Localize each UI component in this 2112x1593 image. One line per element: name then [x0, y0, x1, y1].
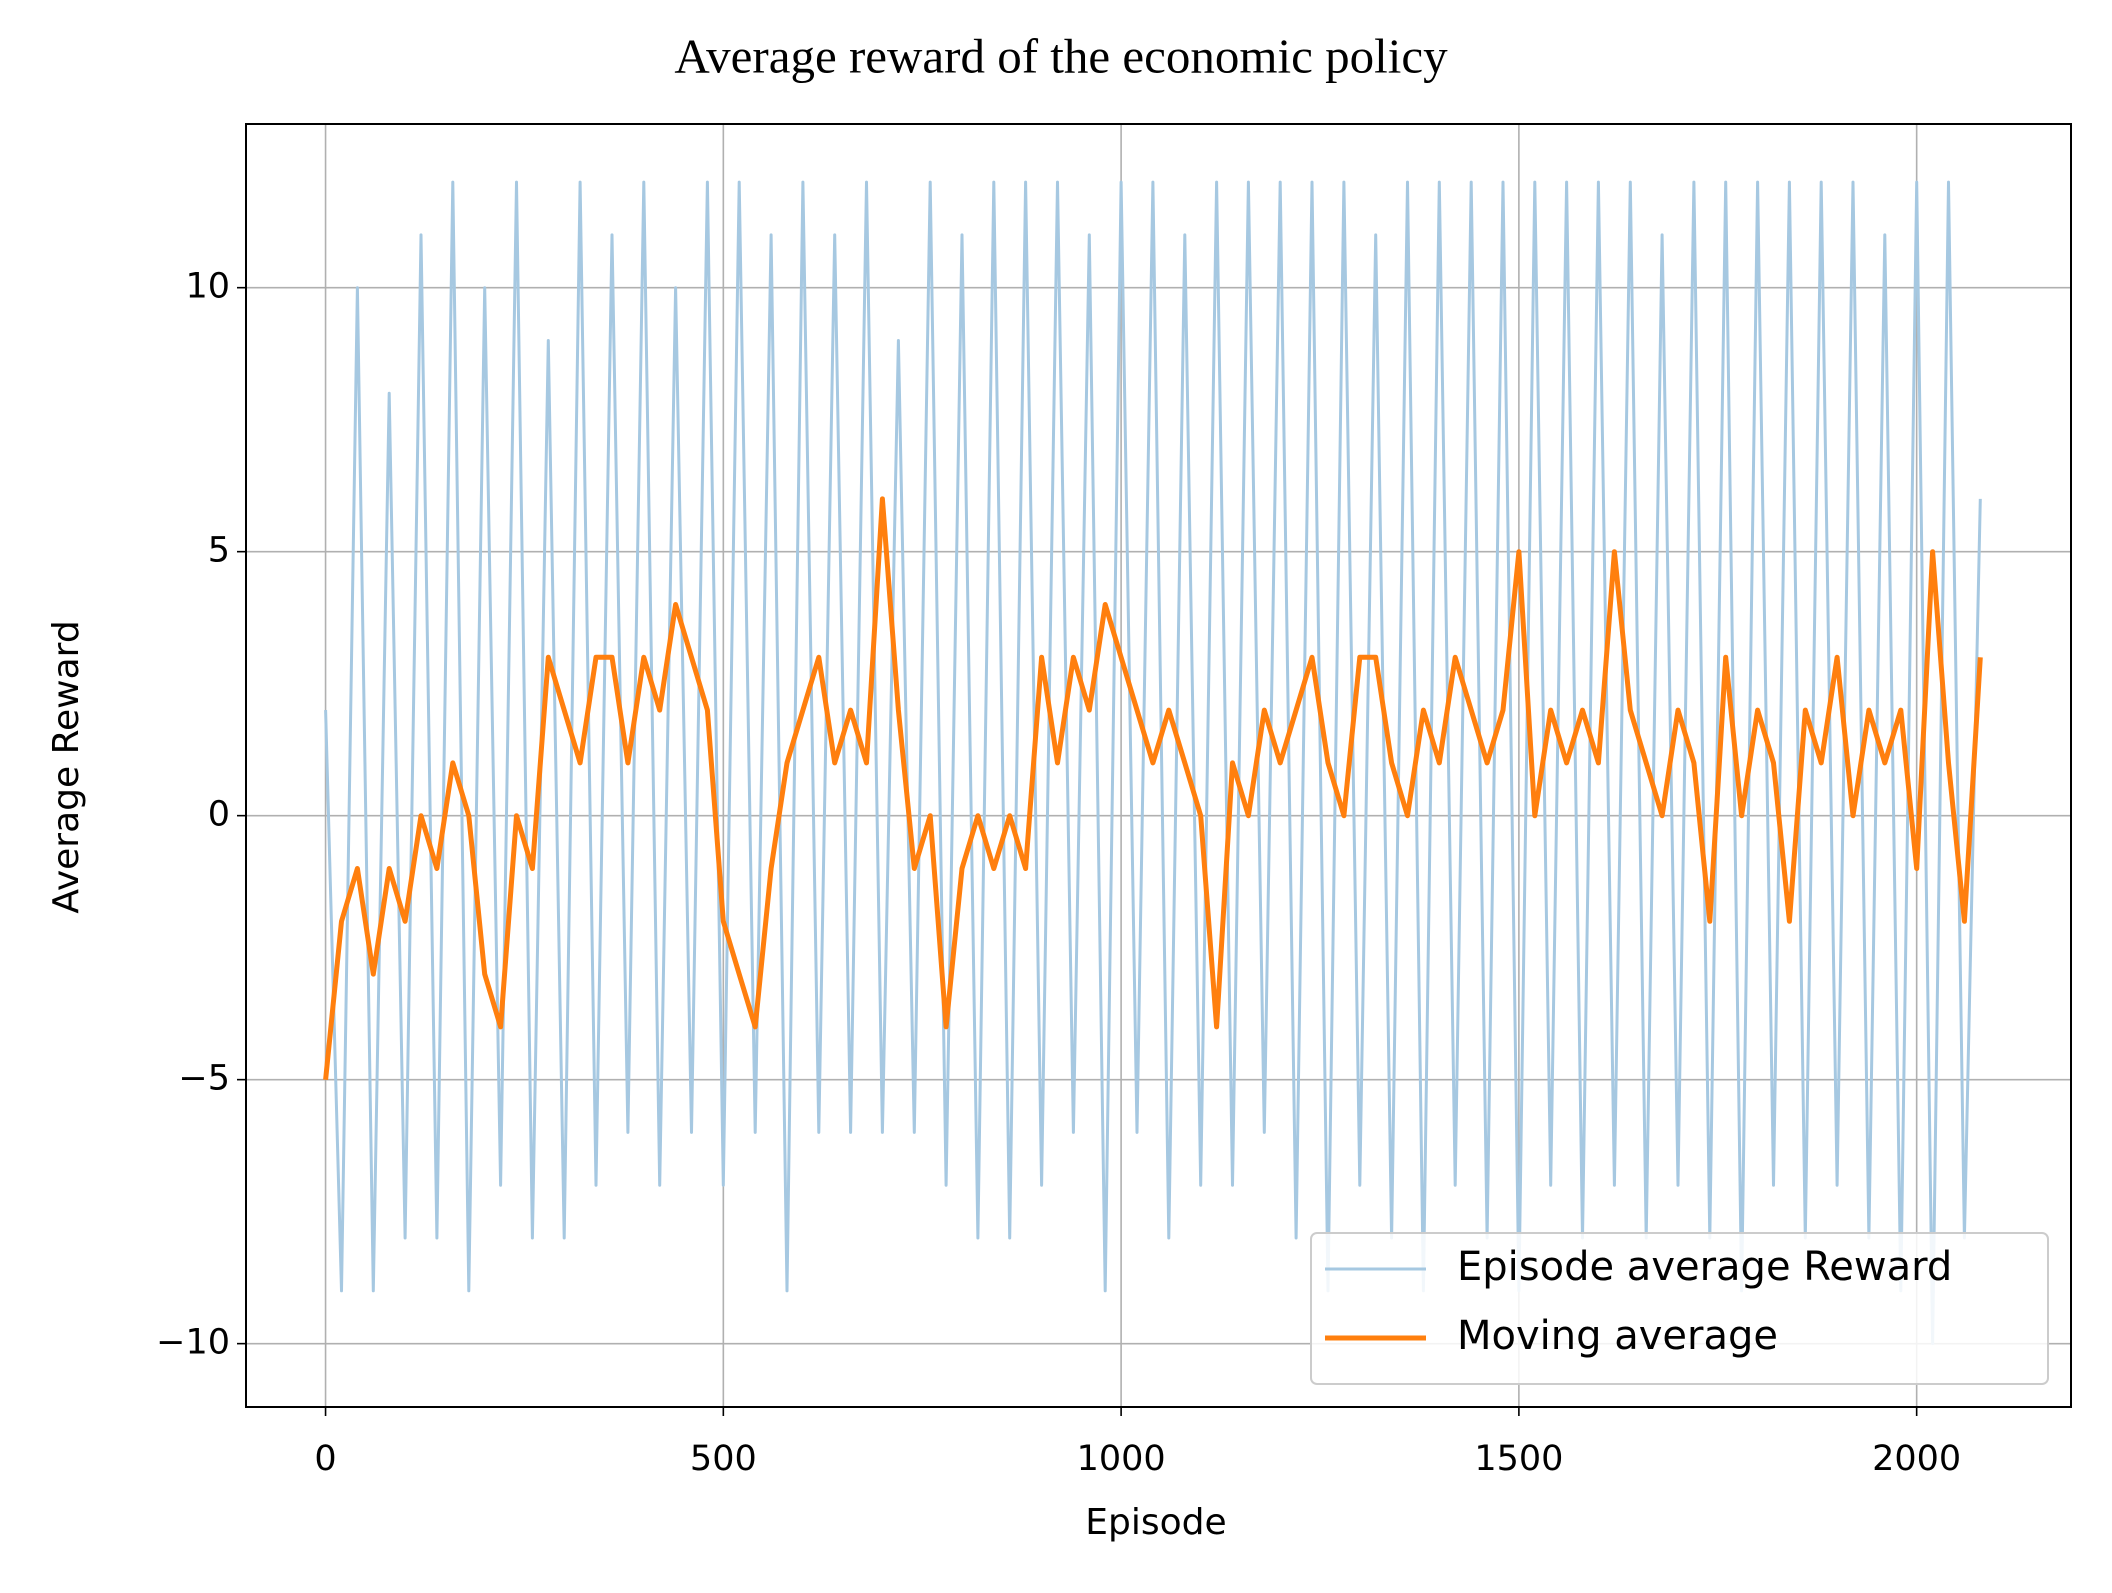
y-tick-label: −5: [178, 1059, 230, 1099]
y-tick-label: 10: [185, 267, 230, 307]
legend-label: Episode average Reward: [1457, 1244, 1952, 1290]
y-axis-label: Average Reward: [46, 620, 87, 913]
x-tick-label: 1500: [1474, 1439, 1563, 1479]
x-tick-label: 2000: [1872, 1439, 1961, 1479]
x-tick-label: 1000: [1077, 1439, 1166, 1479]
plot-frame: [245, 123, 2072, 1408]
chart-title: Average reward of the economic policy: [674, 28, 1448, 83]
x-tick-label: 500: [690, 1439, 757, 1479]
data-line: [323, 496, 1983, 1080]
y-tick-label: −10: [156, 1323, 230, 1363]
x-axis-label: Episode: [1085, 1502, 1226, 1543]
legend-box: [1310, 1232, 2049, 1385]
x-tick-label: 0: [314, 1439, 336, 1479]
y-tick-label: 0: [208, 795, 230, 835]
legend-label: Moving average: [1457, 1313, 1778, 1359]
y-tick-label: 5: [208, 531, 230, 571]
